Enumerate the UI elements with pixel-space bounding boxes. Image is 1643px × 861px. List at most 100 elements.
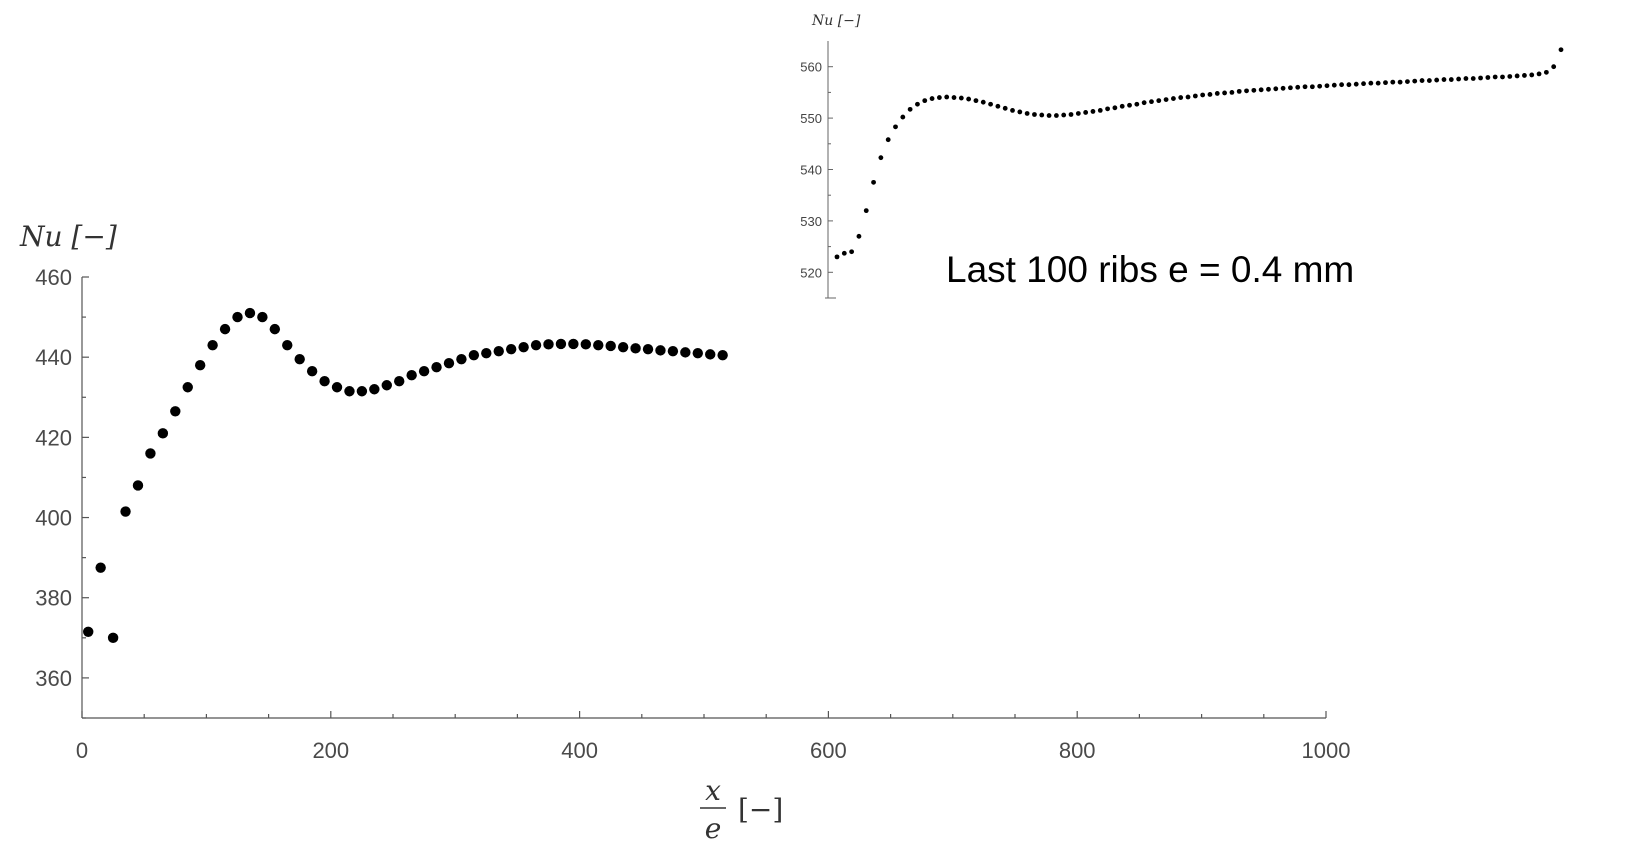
inset-data-point (856, 233, 862, 239)
inset-data-point (1053, 113, 1059, 118)
inset-y-tick-label: 530 (800, 214, 822, 229)
main-x-tick-label: 1000 (1302, 738, 1351, 763)
x-label-denominator: e (705, 812, 722, 845)
main-data-point (157, 428, 169, 439)
inset-data-point (1171, 96, 1176, 101)
main-data-point (394, 376, 405, 387)
main-y-tick-label: 400 (35, 506, 72, 531)
x-label-unit: [−] (738, 793, 783, 826)
main-tick-labels: 0 200 400 600 800 1000 360 380 400 420 440 460 (35, 265, 1350, 763)
main-x-tick-label: 800 (1059, 738, 1096, 763)
inset-data-point (885, 137, 891, 143)
inset-y-tick-label: 550 (800, 111, 822, 126)
inset-data-point (1236, 88, 1242, 94)
inset-data-point (1448, 77, 1454, 82)
inset-tick-labels: 520 530 540 550 560 (800, 60, 822, 281)
inset-data-point (1010, 107, 1015, 113)
inset-data-point (900, 114, 906, 120)
inset-data-point (1302, 84, 1308, 90)
inset-data-point (863, 208, 869, 214)
main-x-tick-label: 200 (312, 738, 349, 763)
inset-data-point (1090, 109, 1096, 114)
main-data-point (505, 343, 517, 355)
inset-data-point (1244, 88, 1249, 94)
inset-data-point (1119, 103, 1125, 109)
inset-data-point (1368, 80, 1374, 86)
main-data-point (680, 347, 691, 358)
inset-data-point (1405, 79, 1410, 85)
inset-data-point (1214, 91, 1220, 96)
main-data-point (369, 384, 380, 395)
inset-data-point (1229, 90, 1235, 95)
main-chart: Nu [−] 0 200 400 600 800 1000 360 380 400 420 440 4… (19, 220, 1350, 845)
inset-data-point (1185, 94, 1191, 100)
main-data-point (493, 345, 504, 357)
main-axes (81, 276, 1327, 719)
inset-data-point (1383, 80, 1388, 86)
inset-data-point (1251, 87, 1257, 93)
inset-data-point (1295, 84, 1301, 90)
inset-data-point (1390, 79, 1396, 85)
main-data-point (331, 382, 343, 393)
main-data-point (692, 347, 703, 359)
main-data-point (306, 366, 318, 377)
inset-data-point (1522, 73, 1527, 78)
main-y-tick-label: 360 (35, 666, 72, 691)
inset-data-point (1178, 95, 1184, 100)
inset-data-point (1536, 71, 1542, 77)
inset-data-point (1309, 84, 1315, 90)
inset-data-point (1507, 74, 1513, 79)
inset-chart: Nu [−] 520 530 540 550 560 Last 100 ribs e =… (800, 13, 1564, 299)
inset-data-point (1346, 82, 1352, 88)
main-x-axis-label: x e [−] (700, 774, 783, 845)
inset-data-point (1039, 112, 1045, 118)
inset-data-point (1068, 112, 1074, 117)
inset-data-point (1324, 83, 1330, 89)
main-data-point (580, 339, 592, 350)
main-y-axis-label: Nu [−] (19, 220, 117, 253)
main-data-point (107, 632, 119, 644)
inset-data-point (1141, 100, 1147, 106)
inset-annotation: Last 100 ribs e = 0.4 mm (946, 249, 1354, 290)
inset-data-point (1529, 72, 1535, 78)
inset-data-point (922, 98, 928, 104)
main-x-tick-label: 0 (76, 738, 88, 763)
main-y-tick-label: 420 (35, 425, 72, 450)
main-y-tick-label: 380 (35, 586, 72, 611)
main-data-point (418, 366, 430, 377)
inset-data-point (1339, 82, 1345, 88)
main-data-point (294, 353, 305, 365)
main-data-point (593, 339, 604, 351)
inset-data-point (1207, 92, 1213, 97)
inset-data-point (893, 124, 898, 130)
main-data-point (95, 562, 106, 573)
inset-data-point (1514, 73, 1520, 79)
main-data-point (431, 362, 442, 373)
main-data-point (443, 357, 455, 369)
inset-data-point (1112, 105, 1118, 111)
inset-data-point (1200, 92, 1206, 98)
inset-data-point (1083, 110, 1089, 115)
inset-data-point (1024, 111, 1030, 116)
main-data-point (83, 626, 94, 638)
inset-data-point (1331, 82, 1337, 88)
inset-data-point (1412, 78, 1418, 84)
inset-data-point (1397, 79, 1403, 85)
inset-data-point (936, 95, 942, 100)
main-data-points (83, 307, 728, 644)
main-data-point (381, 380, 392, 391)
inset-data-point (1361, 81, 1366, 87)
inset-data-point (1485, 75, 1491, 80)
inset-data-point (1163, 97, 1169, 102)
inset-data-point (1288, 85, 1293, 91)
inset-data-point (1222, 90, 1227, 96)
main-data-point (468, 349, 480, 361)
main-data-point (182, 382, 193, 393)
main-data-point (667, 345, 679, 357)
main-data-point (207, 339, 218, 351)
main-data-point (132, 480, 144, 491)
inset-data-point (1543, 69, 1549, 75)
main-data-point (630, 343, 641, 354)
inset-data-point (929, 96, 935, 101)
inset-data-point (1032, 112, 1037, 117)
